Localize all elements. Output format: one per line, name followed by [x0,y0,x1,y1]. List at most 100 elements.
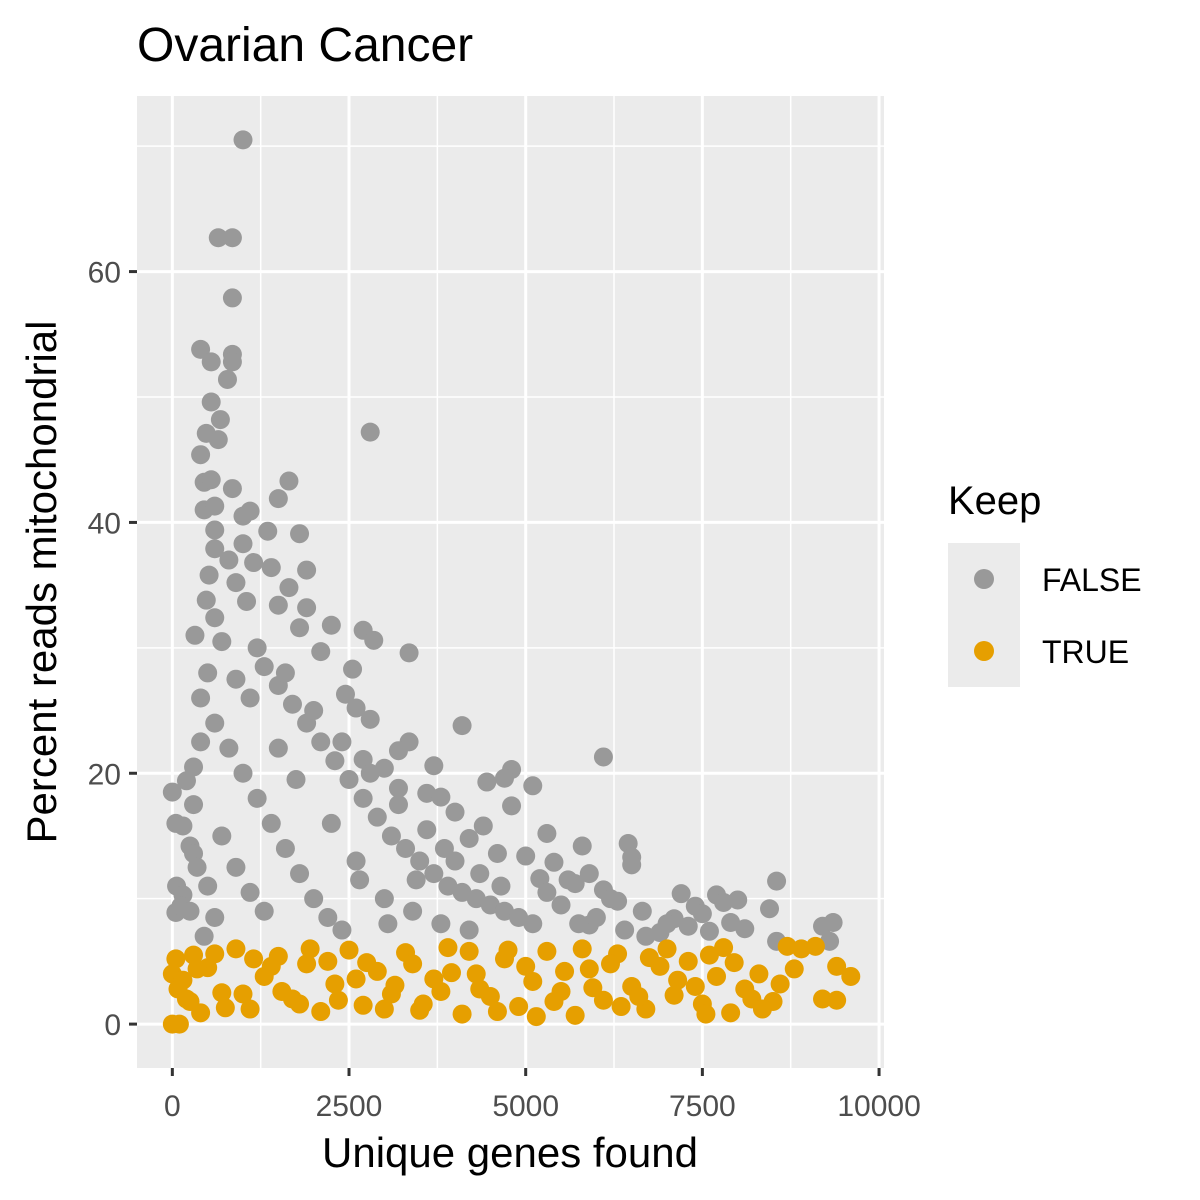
data-point-true [173,970,193,990]
y-tick-label: 0 [104,1009,121,1042]
data-point-false [593,747,613,767]
legend-label-false: FALSE [1042,562,1142,598]
data-point-false [332,732,352,752]
data-point-true [601,954,621,974]
data-point-true [346,969,366,989]
data-point-false [233,534,253,554]
data-point-false [523,776,543,796]
data-point-true [226,939,246,959]
data-point-false [601,889,621,909]
data-point-false [233,763,253,783]
data-point-false [767,871,787,891]
data-point-false [254,901,274,921]
data-point-false [537,882,557,902]
data-point-false [205,539,225,559]
data-point-true [523,971,543,991]
x-tick-label: 0 [164,1090,181,1123]
data-point-true [212,983,232,1003]
data-point-false [233,130,253,150]
data-point-false [823,913,843,933]
data-point-false [339,770,359,790]
data-point-false [286,770,306,790]
data-point-false [282,694,302,714]
data-point-true [749,964,769,984]
data-point-false [208,228,228,248]
data-point-false [196,590,216,610]
data-point-true [487,1002,507,1022]
data-point-false [424,864,444,884]
data-point-true [466,964,486,984]
data-point-false [275,663,295,683]
data-point-true [770,974,790,994]
data-point-false [431,787,451,807]
data-point-false [240,688,260,708]
data-point-true [827,956,847,976]
data-point-false [212,632,232,652]
data-point-false [473,816,493,836]
data-point-false [247,788,267,808]
data-point-false [321,615,341,635]
data-point-true [555,961,575,981]
data-point-false [360,709,380,729]
data-point-true [290,994,310,1014]
data-point-true [205,944,225,964]
data-point-false [318,907,338,927]
data-point-false [184,795,204,815]
data-point-false [226,857,246,877]
data-point-true [678,951,698,971]
data-point-false [217,369,237,389]
data-point-false [477,772,497,792]
data-point-false [367,807,387,827]
data-point-false [569,914,589,934]
data-point-true [668,970,688,990]
data-point-true [629,987,649,1007]
data-point-false [632,901,652,921]
data-point-false [615,920,635,940]
data-point-false [233,506,253,526]
data-point-false [353,788,373,808]
data-point-false [678,916,698,936]
data-point-true [696,1004,716,1024]
data-point-false [191,445,211,465]
data-points [162,130,861,1034]
data-point-false [332,920,352,940]
data-point-false [279,471,299,491]
data-point-false [180,901,200,921]
x-tick-label: 2500 [316,1090,383,1123]
data-point-false [636,926,656,946]
data-point-false [502,796,522,816]
data-point-false [403,901,423,921]
data-point-true [509,997,529,1017]
data-point-true [685,976,705,996]
data-point-false [494,768,514,788]
data-point-false [388,795,408,815]
data-point-true [721,1003,741,1023]
data-point-false [205,496,225,516]
data-point-true [579,959,599,979]
data-point-false [304,701,324,721]
data-point-false [237,591,257,611]
data-point-true [187,959,207,979]
data-point-false [205,608,225,628]
data-point-false [226,669,246,689]
data-point-false [579,864,599,884]
data-point-true [827,990,847,1010]
data-point-false [459,920,479,940]
data-point-false [196,423,216,443]
data-point-false [445,802,465,822]
data-point-true [611,997,631,1017]
data-point-false [374,889,394,909]
minor-gridlines [137,96,884,1068]
data-point-false [714,892,734,912]
legend-label-true: TRUE [1042,634,1129,670]
data-point-true [339,940,359,960]
data-point-false [198,876,218,896]
data-point-false [434,839,454,859]
data-point-false [572,836,592,856]
data-point-false [381,826,401,846]
axes: 0 2500 5000 7500 10000 0 20 40 60 [88,257,921,1123]
data-point-false [201,392,221,412]
y-tick-label: 60 [88,257,121,290]
data-point-false [657,914,677,934]
data-point-true [452,1004,472,1024]
